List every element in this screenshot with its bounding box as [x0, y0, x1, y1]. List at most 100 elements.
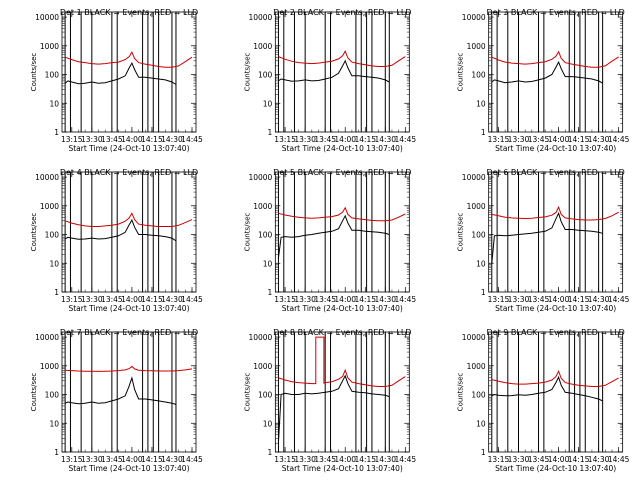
x-tick-label: 14:15 — [354, 135, 376, 144]
x-tick-label: 14:30 — [588, 295, 610, 304]
x-tick-label: 13:15 — [61, 135, 83, 144]
lld-series-line — [65, 365, 193, 372]
lld-series-line — [491, 369, 619, 387]
y-tick-label: 10 — [476, 99, 486, 108]
y-tick-label: 10000 — [462, 333, 486, 342]
y-tick-label: 1 — [268, 448, 273, 457]
x-tick-label: 14:45 — [181, 295, 203, 304]
y-tick-label: 100 — [258, 231, 273, 240]
chart-title: Det 5 BLACK = Events, RED = LLD — [273, 168, 411, 177]
y-tick-label: 1 — [54, 288, 59, 297]
y-tick-label: 1000 — [467, 202, 486, 211]
x-tick-label: 14:45 — [395, 455, 417, 464]
x-tick-label: 14:45 — [395, 135, 417, 144]
x-tick-label: 13:30 — [81, 135, 103, 144]
x-axis-label: Start Time (24-Oct-10 13:07:40) — [68, 304, 189, 313]
y-tick-label: 10000 — [248, 333, 272, 342]
x-tick-label: 13:15 — [488, 295, 510, 304]
y-tick-label: 1000 — [253, 362, 272, 371]
x-tick-label: 14:30 — [374, 135, 396, 144]
x-tick-label: 13:30 — [294, 135, 316, 144]
chart-title: Det 8 BLACK = Events, RED = LLD — [273, 328, 411, 337]
y-tick-label: 10 — [49, 99, 59, 108]
x-tick-label: 14:00 — [548, 295, 570, 304]
x-axis-label: Start Time (24-Oct-10 13:07:40) — [68, 144, 189, 153]
detector-panel: 1 10 100 1000 10000 13:1513:3013:4514:0014:15… — [243, 168, 416, 313]
x-tick-label: 14:45 — [608, 295, 630, 304]
y-tick-label: 10000 — [248, 173, 272, 182]
y-tick-label: 1000 — [40, 42, 59, 51]
events-series-line — [277, 374, 390, 444]
x-tick-label: 14:15 — [568, 135, 590, 144]
x-tick-label: 13:15 — [274, 295, 296, 304]
detector-panel: 1 10 100 1000 10000 13:1513:3013:4514:0014:15… — [30, 8, 203, 153]
y-tick-label: 1000 — [253, 202, 272, 211]
y-tick-label: 100 — [471, 71, 486, 80]
x-tick-label: 14:30 — [374, 295, 396, 304]
x-tick-label: 13:15 — [488, 135, 510, 144]
y-tick-label: 1000 — [40, 362, 59, 371]
x-axis-label: Start Time (24-Oct-10 13:07:40) — [495, 144, 616, 153]
detector-panel: 1 10 100 1000 10000 13:1513:3013:4514:0014:15… — [457, 168, 630, 313]
y-tick-label: 10000 — [462, 173, 486, 182]
y-tick-label: 1 — [481, 128, 486, 137]
x-tick-label: 14:15 — [354, 455, 376, 464]
detector-panel: 1 10 100 1000 10000 13:1513:3013:4514:0014:15… — [30, 328, 203, 473]
x-tick-label: 14:15 — [354, 295, 376, 304]
events-series-line — [491, 60, 603, 84]
plot-frame — [61, 171, 197, 293]
lld-series-line — [278, 50, 406, 67]
x-tick-label: 14:15 — [141, 135, 163, 144]
x-tick-label: 14:45 — [608, 135, 630, 144]
y-tick-label: 1 — [54, 128, 59, 137]
lld-series-line — [491, 50, 619, 68]
y-tick-label: 10000 — [35, 173, 59, 182]
plot-frame — [61, 331, 197, 453]
detector-panel: 1 10 100 1000 10000 13:1513:3013:4514:0014:15… — [243, 8, 416, 153]
x-tick-label: 13:30 — [294, 295, 316, 304]
x-axis-label: Start Time (24-Oct-10 13:07:40) — [495, 304, 616, 313]
x-tick-label: 13:15 — [274, 135, 296, 144]
x-axis-label: Start Time (24-Oct-10 13:07:40) — [282, 464, 403, 473]
x-tick-label: 13:15 — [274, 455, 296, 464]
lld-series-line — [278, 206, 406, 222]
y-tick-label: 100 — [471, 231, 486, 240]
lld-series-line — [491, 205, 619, 221]
y-tick-label: 100 — [45, 231, 60, 240]
x-tick-label: 13:45 — [314, 135, 336, 144]
x-tick-label: 13:30 — [294, 455, 316, 464]
y-tick-label: 10000 — [35, 333, 59, 342]
x-tick-label: 13:45 — [101, 295, 123, 304]
events-series-line — [277, 214, 390, 259]
x-tick-label: 14:45 — [395, 295, 417, 304]
y-axis-label: Counts/sec — [243, 53, 251, 92]
events-series-line — [64, 218, 177, 242]
y-axis-label: Counts/sec — [457, 53, 465, 92]
y-tick-label: 1 — [268, 128, 273, 137]
y-tick-label: 10 — [49, 259, 59, 268]
x-tick-label: 14:00 — [548, 135, 570, 144]
detector-panel: 1 10 100 1000 10000 13:1513:3013:4514:0014:15… — [457, 8, 630, 153]
x-axis-label: Start Time (24-Oct-10 13:07:40) — [282, 144, 403, 153]
detector-panel: 1 10 100 1000 10000 13:1513:3013:4514:0014:15… — [243, 328, 416, 473]
x-tick-label: 13:30 — [81, 455, 103, 464]
y-tick-label: 10000 — [248, 13, 272, 22]
y-tick-label: 100 — [258, 71, 273, 80]
y-tick-label: 100 — [45, 391, 60, 400]
x-tick-label: 14:00 — [548, 455, 570, 464]
x-tick-label: 13:30 — [508, 295, 530, 304]
x-tick-label: 13:45 — [314, 455, 336, 464]
events-series-line — [64, 61, 177, 85]
plot-frame — [488, 331, 624, 453]
x-tick-label: 13:45 — [528, 455, 550, 464]
chart-title: Det 3 BLACK = Events, RED = LLD — [487, 8, 625, 17]
y-tick-label: 1000 — [467, 362, 486, 371]
x-tick-label: 14:30 — [588, 135, 610, 144]
y-tick-label: 100 — [471, 391, 486, 400]
chart-title: Det 9 BLACK = Events, RED = LLD — [487, 328, 625, 337]
y-tick-label: 100 — [258, 391, 273, 400]
events-series-line — [491, 211, 603, 264]
chart-title: Det 1 BLACK = Events, RED = LLD — [60, 8, 198, 17]
events-series-line — [491, 375, 603, 402]
y-tick-label: 1 — [481, 448, 486, 457]
